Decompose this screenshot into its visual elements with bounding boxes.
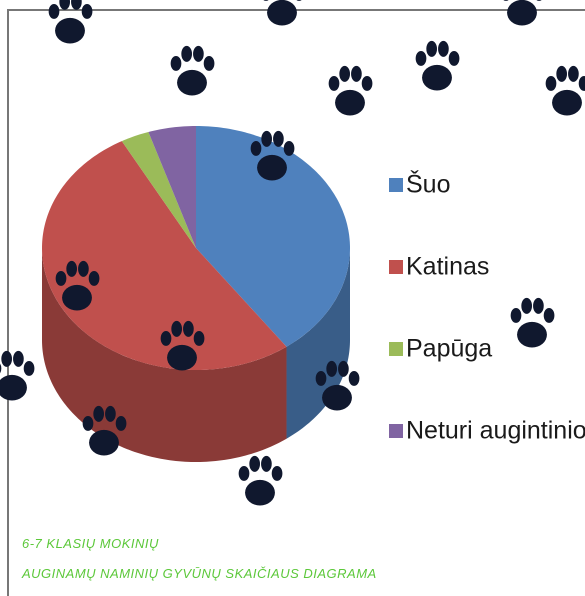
legend-swatch xyxy=(389,424,403,438)
legend-label: Papūga xyxy=(406,335,492,363)
legend-swatch xyxy=(389,342,403,356)
paw-print xyxy=(500,0,545,26)
chart-title: 6-7 KLASIŲ MOKINIŲ xyxy=(22,536,159,551)
paw-print xyxy=(510,297,555,348)
paw-print xyxy=(328,65,373,116)
pie xyxy=(42,126,350,462)
pie-slice xyxy=(121,131,196,248)
chart-title: AUGINAMŲ NAMINIŲ GYVŪNŲ SKAIČIAUS DIAGRA… xyxy=(21,566,377,581)
legend-swatch xyxy=(389,178,403,192)
paw-print xyxy=(170,45,215,96)
paw-print xyxy=(545,65,585,116)
pie-slice-side xyxy=(42,248,287,462)
paw-print xyxy=(238,455,283,506)
pie-slice xyxy=(196,126,350,347)
paw-print xyxy=(48,0,93,44)
paw-print xyxy=(415,40,460,91)
legend-swatch xyxy=(389,260,403,274)
paw-print xyxy=(260,0,305,26)
pie-slice xyxy=(148,126,196,248)
legend-label: Šuo xyxy=(406,170,450,199)
legend-label: Neturi augintinio xyxy=(406,417,585,445)
frame xyxy=(7,9,585,596)
pie-slice xyxy=(42,141,287,370)
legend-label: Katinas xyxy=(406,253,489,281)
legend: Šuo Katinas Papūga Neturi augintinio xyxy=(389,170,585,445)
paw-print xyxy=(0,350,35,401)
